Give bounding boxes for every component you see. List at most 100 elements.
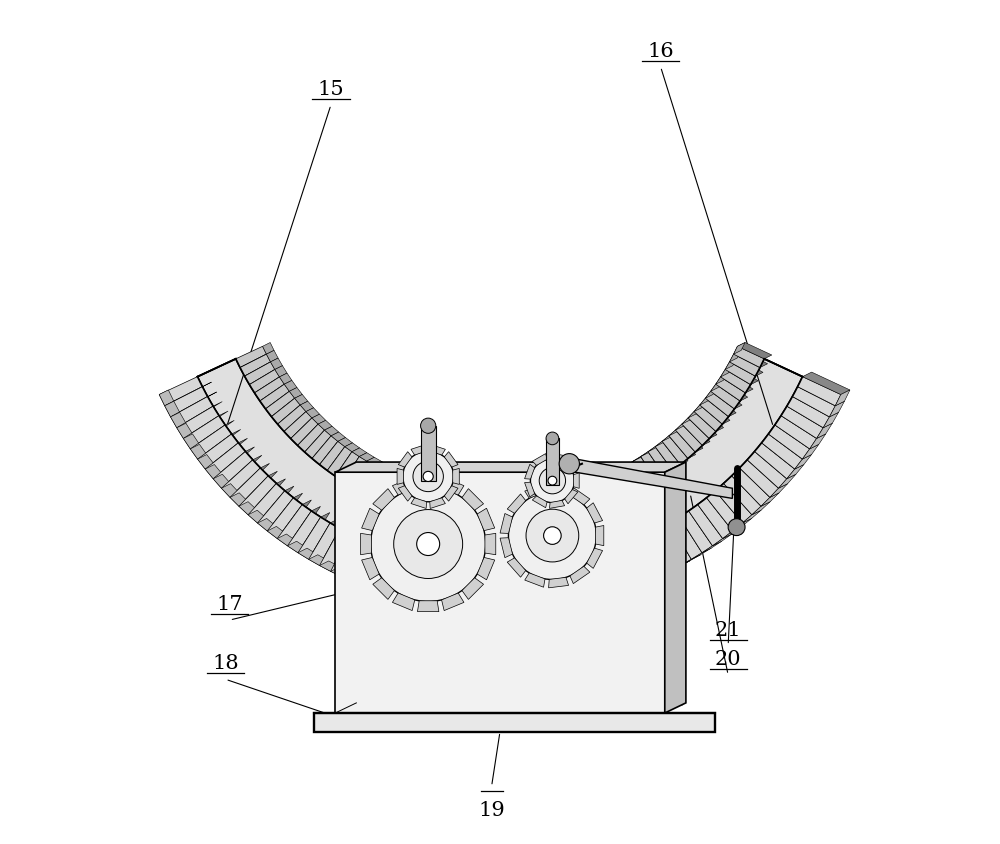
Circle shape (559, 454, 579, 474)
Polygon shape (544, 562, 559, 609)
Polygon shape (305, 430, 331, 459)
Circle shape (423, 472, 433, 482)
Polygon shape (177, 424, 193, 439)
Polygon shape (798, 382, 844, 406)
Polygon shape (670, 517, 702, 560)
Polygon shape (442, 593, 464, 611)
Polygon shape (433, 487, 447, 520)
Polygon shape (481, 494, 490, 527)
Polygon shape (570, 488, 590, 506)
Polygon shape (721, 366, 733, 377)
Polygon shape (171, 397, 213, 428)
Polygon shape (342, 534, 369, 577)
Polygon shape (569, 485, 585, 517)
Polygon shape (577, 484, 595, 515)
Polygon shape (453, 469, 459, 484)
Polygon shape (448, 489, 464, 495)
Polygon shape (711, 381, 723, 392)
Polygon shape (535, 490, 551, 495)
Polygon shape (306, 408, 320, 419)
Polygon shape (477, 509, 495, 531)
Polygon shape (532, 454, 547, 466)
Polygon shape (213, 474, 231, 489)
Polygon shape (377, 473, 398, 505)
Polygon shape (675, 425, 702, 452)
Polygon shape (599, 591, 620, 598)
Polygon shape (165, 382, 211, 406)
Polygon shape (190, 445, 207, 460)
Polygon shape (587, 503, 603, 523)
Polygon shape (245, 362, 275, 385)
Polygon shape (747, 456, 788, 489)
Polygon shape (500, 498, 510, 528)
Polygon shape (729, 351, 741, 362)
Bar (546, 439, 559, 485)
Polygon shape (716, 374, 728, 385)
Circle shape (544, 528, 561, 544)
Polygon shape (747, 452, 787, 489)
Polygon shape (305, 427, 332, 452)
Polygon shape (688, 414, 717, 439)
Polygon shape (198, 455, 214, 469)
Polygon shape (190, 425, 232, 460)
Polygon shape (352, 448, 367, 457)
Polygon shape (352, 457, 374, 487)
Polygon shape (159, 377, 202, 406)
Polygon shape (487, 565, 498, 612)
Polygon shape (594, 477, 612, 508)
Polygon shape (509, 494, 525, 498)
Polygon shape (177, 402, 222, 428)
Polygon shape (331, 567, 351, 577)
Polygon shape (549, 484, 569, 495)
Polygon shape (650, 529, 680, 571)
Polygon shape (411, 445, 427, 456)
Polygon shape (417, 601, 439, 612)
Polygon shape (662, 436, 688, 465)
Polygon shape (599, 551, 623, 595)
Polygon shape (705, 392, 734, 417)
Polygon shape (411, 498, 427, 509)
Polygon shape (438, 560, 454, 607)
Polygon shape (309, 523, 340, 565)
Polygon shape (802, 445, 819, 460)
Polygon shape (248, 484, 285, 523)
Polygon shape (205, 465, 222, 479)
Polygon shape (586, 480, 605, 511)
Polygon shape (359, 453, 374, 462)
Polygon shape (633, 453, 648, 462)
Polygon shape (569, 486, 586, 517)
Polygon shape (500, 538, 513, 558)
Polygon shape (413, 560, 434, 604)
Polygon shape (611, 587, 632, 595)
Polygon shape (552, 491, 567, 522)
Polygon shape (483, 494, 499, 498)
Circle shape (417, 533, 440, 556)
Polygon shape (509, 497, 519, 528)
Polygon shape (236, 347, 266, 368)
Polygon shape (698, 500, 732, 539)
Polygon shape (369, 466, 390, 496)
Polygon shape (320, 441, 345, 471)
Polygon shape (724, 479, 761, 515)
Polygon shape (655, 443, 680, 471)
Polygon shape (439, 487, 456, 493)
Polygon shape (740, 464, 779, 498)
Polygon shape (318, 421, 332, 430)
Polygon shape (213, 447, 255, 479)
Polygon shape (389, 591, 410, 598)
Polygon shape (165, 387, 208, 418)
Polygon shape (723, 527, 742, 539)
Polygon shape (461, 492, 473, 525)
Polygon shape (392, 593, 415, 611)
Polygon shape (287, 542, 307, 553)
Polygon shape (517, 496, 529, 527)
Polygon shape (660, 523, 691, 565)
Polygon shape (490, 498, 500, 528)
Polygon shape (682, 421, 710, 446)
Polygon shape (442, 478, 464, 495)
Polygon shape (430, 445, 445, 456)
Polygon shape (353, 544, 380, 587)
Polygon shape (398, 452, 412, 468)
Polygon shape (577, 556, 596, 602)
Polygon shape (561, 485, 577, 491)
